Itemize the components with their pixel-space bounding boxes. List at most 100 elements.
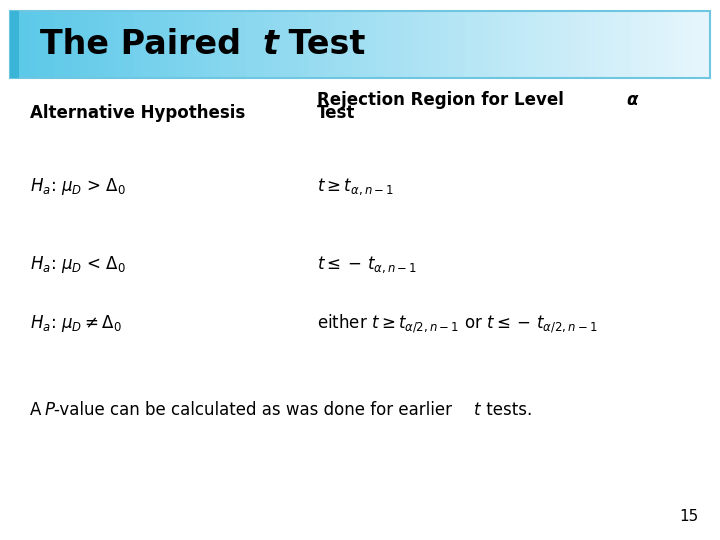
Bar: [211, 11, 221, 78]
Bar: [176, 11, 186, 78]
Bar: [282, 11, 291, 78]
Bar: [413, 11, 422, 78]
Bar: [377, 11, 387, 78]
Bar: [159, 11, 168, 78]
Bar: [264, 11, 274, 78]
Text: -value can be calculated as was done for earlier: -value can be calculated as was done for…: [54, 401, 457, 420]
Bar: [246, 11, 256, 78]
Text: Test: Test: [317, 104, 355, 123]
Bar: [202, 11, 212, 78]
Bar: [27, 11, 37, 78]
Bar: [684, 11, 693, 78]
Bar: [544, 11, 553, 78]
Bar: [168, 11, 177, 78]
Bar: [675, 11, 685, 78]
Bar: [596, 11, 606, 78]
Bar: [71, 11, 81, 78]
Bar: [141, 11, 150, 78]
Bar: [693, 11, 702, 78]
Bar: [307, 11, 317, 78]
Text: t: t: [474, 401, 480, 420]
Bar: [220, 11, 230, 78]
Bar: [343, 11, 352, 78]
Bar: [98, 11, 107, 78]
Bar: [255, 11, 264, 78]
Bar: [229, 11, 238, 78]
Bar: [10, 11, 710, 78]
Bar: [325, 11, 335, 78]
Bar: [640, 11, 649, 78]
Bar: [107, 11, 116, 78]
Bar: [666, 11, 675, 78]
Bar: [421, 11, 431, 78]
Bar: [54, 11, 63, 78]
Bar: [518, 11, 527, 78]
Bar: [657, 11, 667, 78]
Text: α: α: [626, 91, 638, 109]
Bar: [299, 11, 308, 78]
Bar: [500, 11, 510, 78]
Bar: [456, 11, 466, 78]
Bar: [613, 11, 623, 78]
Bar: [369, 11, 378, 78]
Bar: [509, 11, 518, 78]
Text: either $t \geq t_{\alpha/2,n-1}$ or $t \leq -\,t_{\alpha/2,n-1}$: either $t \geq t_{\alpha/2,n-1}$ or $t \…: [317, 313, 598, 335]
Bar: [89, 11, 98, 78]
Text: Alternative Hypothesis: Alternative Hypothesis: [30, 104, 246, 123]
Bar: [482, 11, 492, 78]
Bar: [605, 11, 614, 78]
Bar: [491, 11, 500, 78]
Bar: [588, 11, 597, 78]
Text: $t \geq t_{\alpha,n-1}$: $t \geq t_{\alpha,n-1}$: [317, 176, 394, 197]
Bar: [80, 11, 89, 78]
Bar: [404, 11, 413, 78]
Bar: [649, 11, 658, 78]
Bar: [334, 11, 343, 78]
Bar: [561, 11, 571, 78]
Bar: [351, 11, 361, 78]
Bar: [360, 11, 369, 78]
Bar: [10, 11, 19, 78]
Bar: [579, 11, 588, 78]
Bar: [132, 11, 142, 78]
Bar: [447, 11, 457, 78]
Bar: [316, 11, 325, 78]
Bar: [36, 11, 46, 78]
Bar: [386, 11, 396, 78]
Bar: [194, 11, 203, 78]
Bar: [465, 11, 474, 78]
Bar: [45, 11, 55, 78]
Bar: [150, 11, 160, 78]
Bar: [701, 11, 711, 78]
Bar: [535, 11, 544, 78]
Bar: [570, 11, 580, 78]
Bar: [631, 11, 641, 78]
Text: tests.: tests.: [481, 401, 532, 420]
Bar: [124, 11, 133, 78]
Text: Rejection Region for Level: Rejection Region for Level: [317, 91, 570, 109]
Text: $t \leq -\,t_{\alpha,n-1}$: $t \leq -\,t_{\alpha,n-1}$: [317, 254, 417, 275]
Text: $H_a$: $\mu_D$ < $\Delta_0$: $H_a$: $\mu_D$ < $\Delta_0$: [30, 254, 126, 275]
Bar: [474, 11, 483, 78]
Text: $H_a$: $\mu_D \neq \Delta_0$: $H_a$: $\mu_D \neq \Delta_0$: [30, 314, 122, 334]
Text: A: A: [30, 401, 47, 420]
Bar: [272, 11, 282, 78]
Bar: [526, 11, 536, 78]
Text: $H_a$: $\mu_D$ > $\Delta_0$: $H_a$: $\mu_D$ > $\Delta_0$: [30, 176, 126, 197]
Bar: [238, 11, 247, 78]
Text: The Paired: The Paired: [40, 28, 252, 61]
Bar: [19, 11, 28, 78]
Bar: [430, 11, 439, 78]
Bar: [63, 11, 72, 78]
Bar: [290, 11, 300, 78]
Text: 15: 15: [679, 509, 698, 524]
Text: t: t: [263, 28, 279, 61]
Bar: [395, 11, 405, 78]
Bar: [438, 11, 448, 78]
Bar: [115, 11, 125, 78]
Text: P: P: [45, 401, 55, 420]
Bar: [623, 11, 632, 78]
Bar: [10, 11, 19, 78]
Bar: [552, 11, 562, 78]
Text: Test: Test: [277, 28, 366, 61]
